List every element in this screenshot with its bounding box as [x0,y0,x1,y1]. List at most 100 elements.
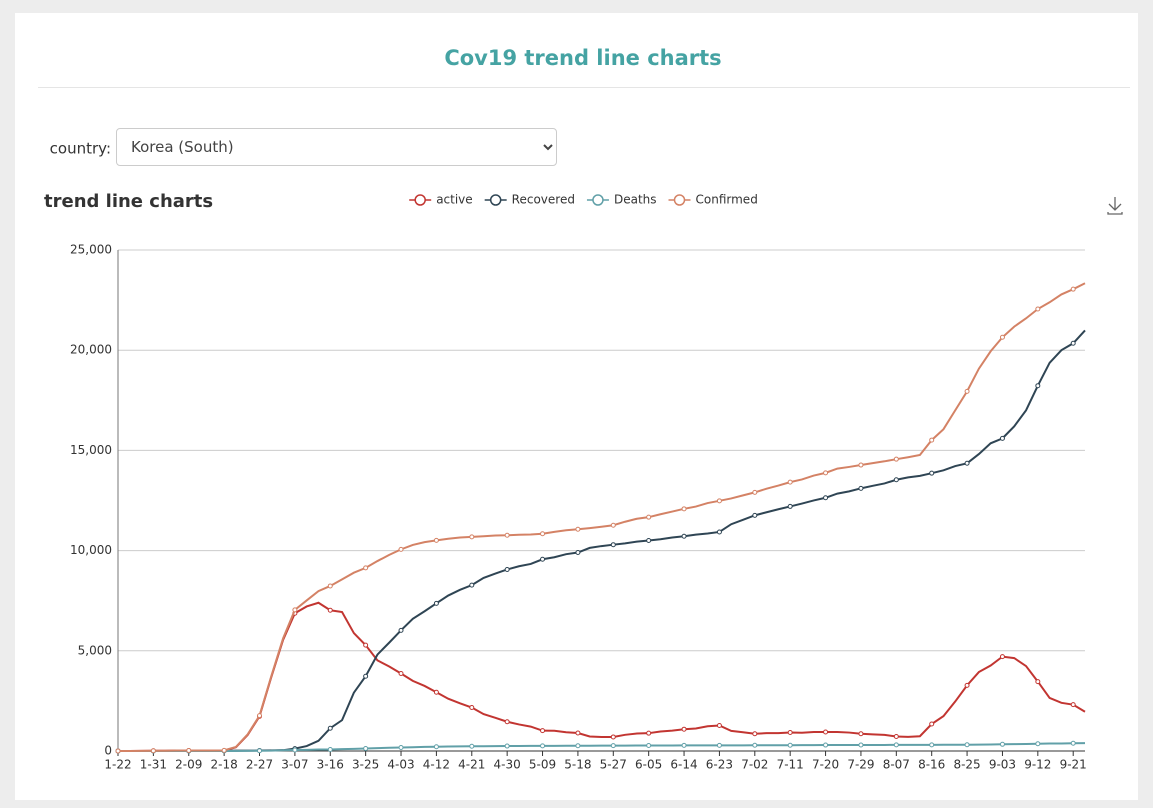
point [292,747,298,753]
point [1035,741,1041,747]
point [823,729,829,735]
point [964,388,970,394]
y-tick-label: 0 [104,744,112,758]
point [752,489,758,495]
point [115,748,121,754]
point [858,731,864,737]
x-tick-label: 7-11 [777,758,804,772]
point [893,742,899,748]
country-select[interactable]: Korea (South) [116,128,557,166]
point [327,607,333,613]
point [716,529,722,535]
x-tick-label: 2-27 [246,758,273,772]
point [540,743,546,749]
y-tick-label: 25,000 [70,243,112,257]
point [575,550,581,556]
point [575,730,581,736]
page-title: Cov19 trend line charts [444,46,721,70]
point [363,642,369,648]
point [469,534,475,540]
legend-item: Recovered [484,193,575,207]
point [858,462,864,468]
x-tick-label: 3-16 [317,758,344,772]
x-tick-label: 6-23 [706,758,733,772]
point [575,743,581,749]
point [929,721,935,727]
point [504,719,510,725]
point [327,583,333,589]
point [752,731,758,737]
legend-item: Confirmed [668,193,758,207]
x-tick-label: 6-14 [670,758,697,772]
point [787,479,793,485]
point [858,742,864,748]
point [469,743,475,749]
legend-item: Deaths [586,193,657,207]
point [929,470,935,476]
point [610,743,616,749]
x-tick-label: 4-30 [494,758,521,772]
x-tick-label: 5-27 [600,758,627,772]
download-icon[interactable] [1107,197,1123,215]
legend-item: active [409,193,473,207]
legend: active Recovered Deaths Confirmed [409,193,758,207]
point [646,537,652,543]
x-tick-label: 8-07 [883,758,910,772]
point [292,607,298,613]
point [716,498,722,504]
x-tick-label: 7-29 [847,758,874,772]
x-tick-label: 9-21 [1060,758,1087,772]
point [1035,383,1041,389]
point [681,726,687,732]
point [433,537,439,543]
point [540,556,546,562]
legend-symbol [673,194,686,206]
point [752,742,758,748]
legend-label: Deaths [614,193,657,207]
series-line [117,282,1086,752]
point [398,745,404,751]
point [433,600,439,606]
point [646,514,652,520]
x-tick-label: 8-16 [918,758,945,772]
point [858,485,864,491]
point [398,546,404,552]
point [787,503,793,509]
point [469,582,475,588]
point [1035,306,1041,312]
point [964,682,970,688]
legend-symbol [592,194,604,206]
point [681,742,687,748]
country-label: country: [50,140,111,158]
x-tick-label: 5-18 [564,758,591,772]
point [257,748,263,754]
point [610,734,616,740]
x-tick-label: 4-21 [458,758,485,772]
x-tick-label: 8-25 [953,758,980,772]
y-tick-label: 5,000 [78,643,112,657]
point [823,742,829,748]
point [504,743,510,749]
point [716,723,722,729]
point [681,533,687,539]
y-tick-label: 10,000 [70,543,112,557]
point [1070,702,1076,708]
point [823,495,829,501]
point [540,728,546,734]
x-tick-label: 4-12 [423,758,450,772]
point [929,742,935,748]
point [999,654,1005,660]
point [540,531,546,537]
point [823,470,829,476]
x-tick-label: 1-31 [140,758,167,772]
x-tick-label: 7-02 [741,758,768,772]
point [221,747,227,753]
y-tick-label: 15,000 [70,443,112,457]
point [363,745,369,751]
legend-label: active [436,193,472,207]
x-tick-label: 5-09 [529,758,556,772]
point [752,512,758,518]
point [1070,286,1076,292]
